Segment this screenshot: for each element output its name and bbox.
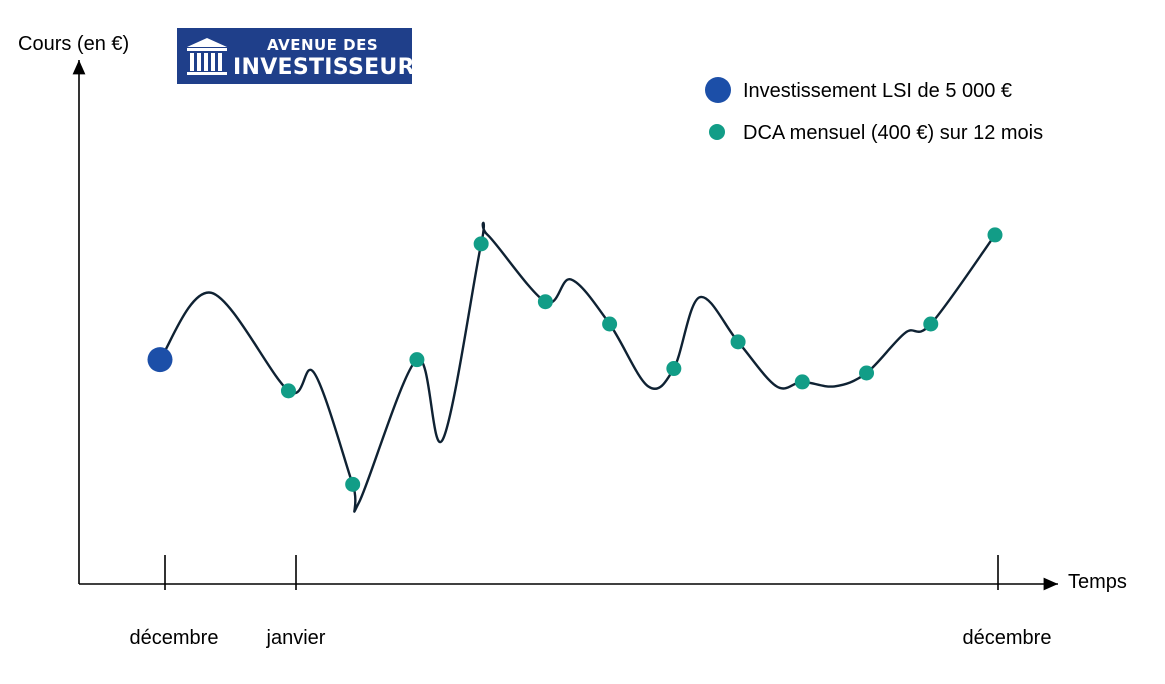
dca-point-5 bbox=[537, 294, 553, 310]
dca-point-8 bbox=[730, 334, 746, 350]
x-tick-label-2: décembre bbox=[963, 627, 1052, 649]
dca-point-6 bbox=[602, 316, 618, 332]
dca-point-4 bbox=[473, 236, 489, 252]
brand-logo: AVENUE DES INVESTISSEURS bbox=[177, 28, 431, 84]
legend-label-lsi: Investissement LSI de 5 000 € bbox=[743, 80, 1012, 102]
dca-point-7 bbox=[666, 361, 682, 377]
logo-text-line1: AVENUE DES bbox=[267, 36, 378, 54]
x-tick-label-0: décembre bbox=[130, 627, 219, 649]
x-tick-label-1: janvier bbox=[266, 627, 326, 649]
legend-label-dca: DCA mensuel (400 €) sur 12 mois bbox=[743, 122, 1043, 144]
dca-points bbox=[280, 227, 1003, 492]
y-axis-label: Cours (en €) bbox=[18, 33, 129, 55]
legend: Investissement LSI de 5 000 € DCA mensue… bbox=[705, 77, 1043, 144]
logo-text-line2: INVESTISSEURS bbox=[233, 55, 431, 80]
dca-point-12 bbox=[987, 227, 1003, 243]
building-icon bbox=[187, 38, 227, 75]
dca-point-1 bbox=[280, 383, 296, 399]
legend-marker-dca bbox=[709, 124, 725, 140]
lsi-point bbox=[147, 347, 173, 373]
dca-point-9 bbox=[794, 374, 810, 390]
dca-point-11 bbox=[923, 316, 939, 332]
x-axis-label: Temps bbox=[1068, 571, 1127, 593]
dca-point-2 bbox=[345, 476, 361, 492]
dca-point-10 bbox=[859, 365, 875, 381]
dca-point-3 bbox=[409, 352, 425, 368]
lsi-point-group bbox=[147, 347, 173, 373]
legend-marker-lsi bbox=[705, 77, 731, 103]
